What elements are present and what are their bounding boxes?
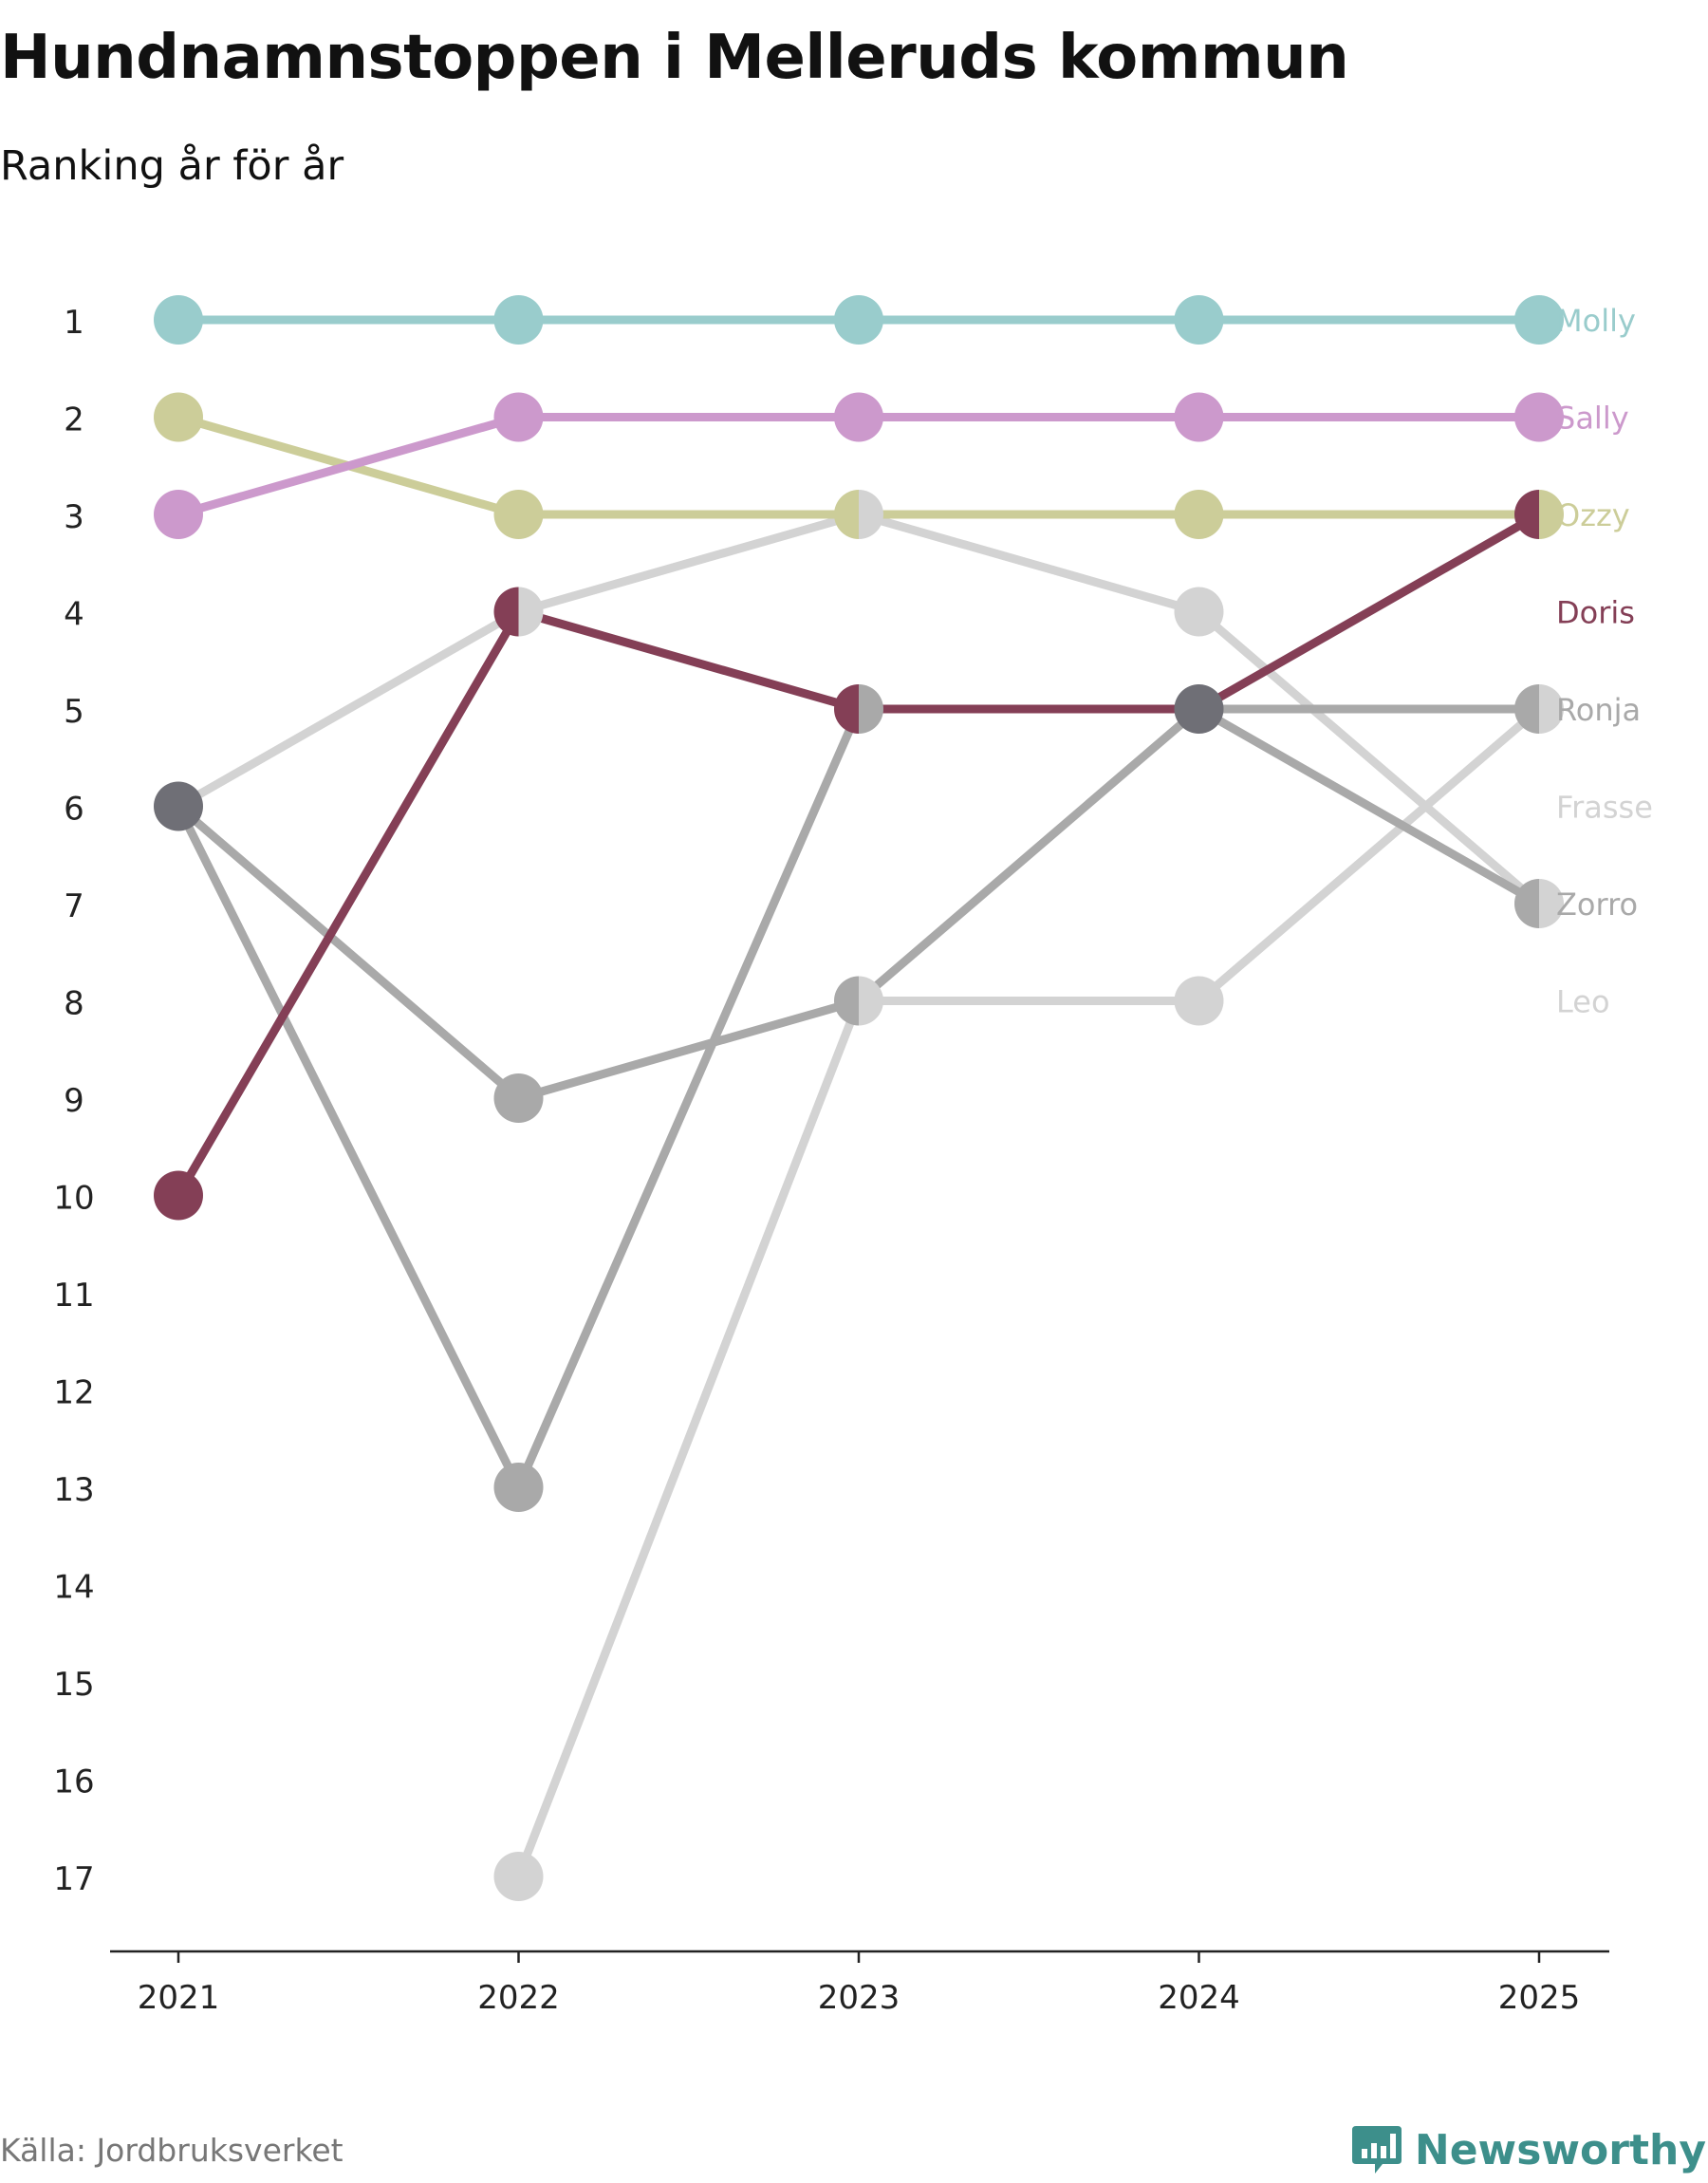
- marker-ozzy-2025: [1539, 490, 1564, 539]
- marker-frasse-2025: [1539, 879, 1564, 928]
- marker-frasse-2024: [1174, 587, 1224, 637]
- x-tick-label: 2024: [1158, 1979, 1240, 2017]
- y-tick-label: 1: [64, 304, 84, 342]
- newsworthy-logo-icon: [1351, 2126, 1402, 2174]
- marker-ozzy-2022: [493, 490, 544, 539]
- marker-frasse-zorro-ronja-2021: [154, 781, 203, 831]
- y-tick-label: 10: [53, 1180, 94, 1218]
- x-tick-label: 2023: [818, 1979, 900, 2017]
- marker-leo-2022: [493, 1852, 544, 1901]
- marker-leo-2023: [859, 976, 883, 1026]
- x-axis: 2021 2022 2023 2024 2025: [110, 1950, 1609, 2017]
- end-label-layer: Molly Sally Ozzy Doris Ronja Frasse Zorro Leo: [1556, 303, 1653, 1020]
- marker-sally-2023: [834, 392, 883, 442]
- marker-ronja-2023: [859, 684, 883, 734]
- series-layer: [174, 315, 1544, 1881]
- y-tick-label: 12: [53, 1374, 94, 1412]
- marker-molly-2024: [1174, 295, 1224, 345]
- marker-frasse-2023: [859, 490, 883, 539]
- marker-doris-2021: [154, 1170, 203, 1221]
- brand-name: Newsworthy: [1414, 2125, 1706, 2174]
- y-tick-label: 6: [64, 791, 84, 829]
- end-label-leo: Leo: [1556, 984, 1610, 1020]
- marker-layer: [154, 295, 1564, 1901]
- marker-leo-2025: [1539, 684, 1564, 734]
- marker-ronja-2025: [1514, 684, 1539, 734]
- y-tick-label: 13: [53, 1471, 94, 1509]
- y-tick-label: 9: [64, 1082, 84, 1120]
- marker-sally-2024: [1174, 392, 1224, 442]
- x-tick-label: 2022: [477, 1979, 560, 2017]
- y-tick-label: 16: [53, 1763, 94, 1801]
- series-line-zorro: [174, 704, 1544, 1103]
- marker-sally-2025: [1514, 392, 1564, 442]
- marker-frasse-2022: [518, 587, 544, 637]
- y-tick-label: 5: [64, 693, 84, 731]
- marker-doris-2022: [493, 587, 519, 637]
- end-label-zorro: Zorro: [1556, 886, 1638, 923]
- series-line-ronja: [174, 704, 1544, 1492]
- marker-ozzy-2021: [154, 392, 203, 442]
- end-label-ozzy: Ozzy: [1556, 497, 1630, 533]
- marker-sally-2022: [493, 392, 544, 442]
- y-tick-label: 7: [64, 887, 84, 925]
- marker-molly-2023: [834, 295, 883, 345]
- marker-ozzy-2023: [834, 490, 859, 539]
- marker-ronja-2022: [493, 1463, 544, 1512]
- marker-molly-2025: [1514, 295, 1564, 345]
- marker-sally-2021: [154, 490, 203, 539]
- y-tick-label: 14: [53, 1569, 94, 1607]
- marker-leo-2024: [1174, 976, 1224, 1026]
- source-note: Källa: Jordbruksverket: [0, 2132, 343, 2169]
- end-label-ronja: Ronja: [1556, 692, 1641, 728]
- marker-zorro-2025: [1514, 879, 1539, 928]
- marker-zorro-2022: [493, 1073, 544, 1123]
- x-tick-label: 2025: [1498, 1979, 1581, 2017]
- series-line-doris: [174, 510, 1544, 1200]
- y-tick-label: 2: [64, 401, 84, 439]
- chart-subtitle: Ranking år för år: [0, 142, 344, 190]
- y-tick-label: 3: [64, 498, 84, 536]
- marker-ozzy-2024: [1174, 490, 1224, 539]
- marker-zorro-2023: [834, 976, 859, 1026]
- marker-molly-2021: [154, 295, 203, 345]
- marker-zorro-ronja-doris-2024: [1174, 684, 1224, 734]
- marker-doris-2023: [834, 684, 859, 734]
- end-label-sally: Sally: [1556, 401, 1629, 437]
- y-tick-label: 4: [64, 596, 84, 634]
- y-tick-label: 8: [64, 985, 84, 1023]
- chart-title: Hundnamnstoppen i Melleruds kommun: [0, 23, 1349, 93]
- series-line-leo: [514, 704, 1544, 1881]
- end-label-doris: Doris: [1556, 595, 1635, 631]
- end-label-molly: Molly: [1556, 303, 1636, 339]
- y-tick-label: 17: [53, 1860, 94, 1898]
- brand-logo[interactable]: Newsworthy: [1350, 2122, 1706, 2177]
- end-label-frasse: Frasse: [1556, 790, 1653, 826]
- x-tick-label: 2021: [138, 1979, 220, 2017]
- marker-molly-2022: [493, 295, 544, 345]
- marker-doris-2025: [1514, 490, 1539, 539]
- y-tick-label: 11: [53, 1277, 94, 1315]
- y-tick-label: 15: [53, 1666, 94, 1704]
